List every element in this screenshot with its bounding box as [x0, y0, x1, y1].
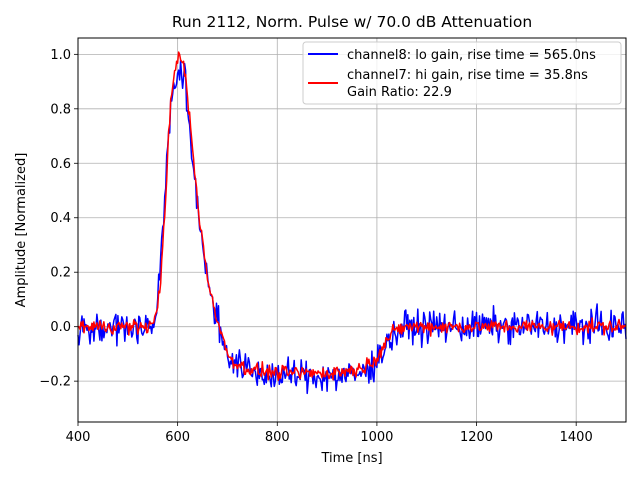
- x-tick-label: 1400: [560, 430, 593, 445]
- x-tick-label: 400: [66, 430, 91, 445]
- legend-label-series-2: channel7: hi gain, rise time = 35.8ns: [347, 68, 588, 83]
- y-tick-label: −0.2: [39, 375, 71, 390]
- legend-box: [302, 41, 622, 105]
- chart-title: Run 2112, Norm. Pulse w/ 70.0 dB Attenua…: [172, 13, 532, 31]
- legend-annotation-gain-ratio: Gain Ratio: 22.9: [347, 85, 452, 100]
- y-tick-label: 1.0: [50, 48, 71, 63]
- x-tick-label: 600: [165, 430, 190, 445]
- x-tick-label: 1000: [360, 430, 393, 445]
- legend-label-series-1: channel8: lo gain, rise time = 565.0ns: [347, 48, 596, 63]
- series-layer: [77, 51, 627, 395]
- y-tick-label: 0.2: [50, 266, 71, 281]
- plot-frame: [77, 37, 627, 423]
- x-axis-label: Time [ns]: [320, 451, 382, 466]
- y-tick-label: 0.6: [50, 157, 71, 172]
- y-axis-label: Amplitude [Normalized]: [14, 153, 29, 308]
- y-tick-label: 0.4: [50, 211, 71, 226]
- grid-lines: [77, 38, 626, 422]
- legend: channel8: lo gain, rise time = 565.0ns c…: [302, 41, 622, 105]
- x-tick-label: 800: [265, 430, 290, 445]
- y-tick-label: 0.0: [50, 320, 71, 335]
- y-tick-label: 0.8: [50, 102, 71, 117]
- axis-ticks: 400 600 800 1000 1200 1400 −0.2 0.0 0.2 0.4 0.6 0.8…: [39, 48, 592, 445]
- series-line-2: [77, 51, 627, 381]
- x-tick-label: 1200: [460, 430, 493, 445]
